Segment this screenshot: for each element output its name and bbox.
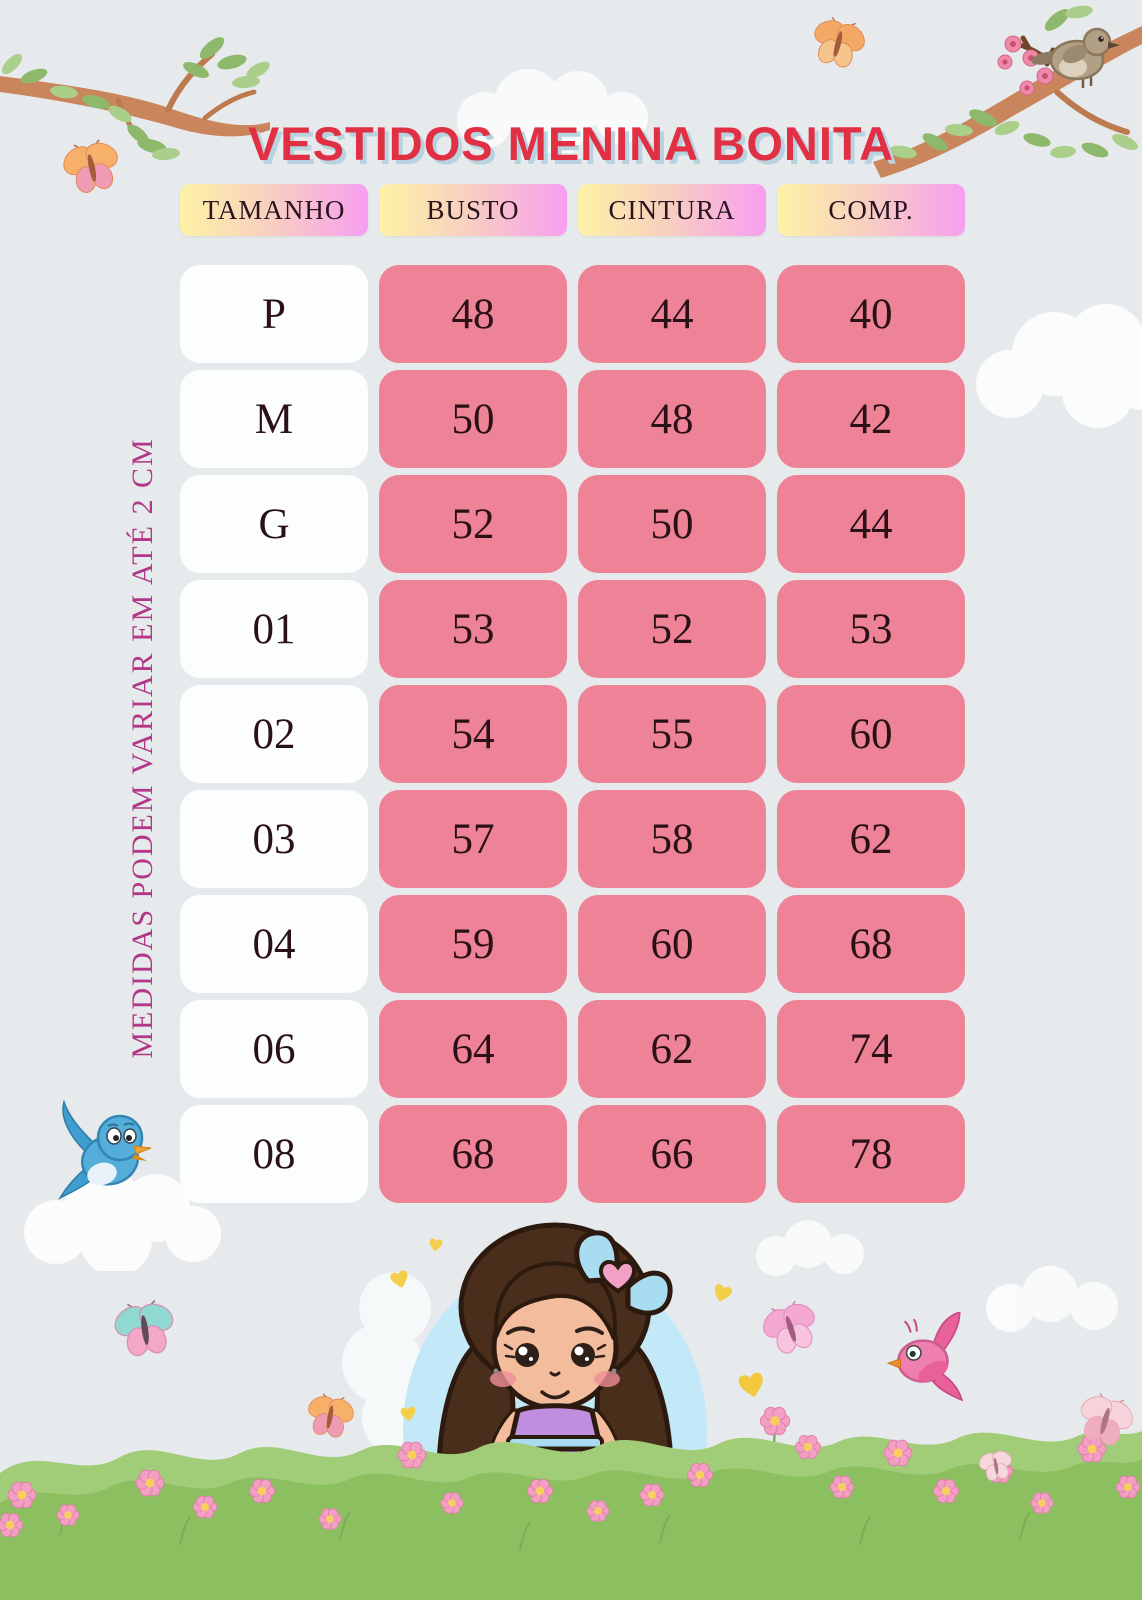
heart-icon bbox=[714, 1284, 732, 1302]
heart-icon bbox=[429, 1238, 443, 1252]
cintura-cell: 55 bbox=[578, 685, 766, 783]
butterfly-icon bbox=[308, 1393, 354, 1438]
size-cell: 04 bbox=[180, 895, 368, 993]
size-cell: G bbox=[180, 475, 368, 573]
busto-cell: 52 bbox=[379, 475, 567, 573]
cintura-cell: 58 bbox=[578, 790, 766, 888]
cintura-cell: 52 bbox=[578, 580, 766, 678]
comp-cell: 68 bbox=[777, 895, 965, 993]
cintura-cell: 50 bbox=[578, 475, 766, 573]
comp-cell: 60 bbox=[777, 685, 965, 783]
grass-flowers bbox=[0, 1406, 1142, 1600]
size-cell: M bbox=[180, 370, 368, 468]
butterfly-icon bbox=[1080, 1392, 1133, 1446]
busto-cell: 68 bbox=[379, 1105, 567, 1203]
size-cell: 06 bbox=[180, 1000, 368, 1098]
comp-cell: 42 bbox=[777, 370, 965, 468]
comp-cell: 40 bbox=[777, 265, 965, 363]
cloud-icon bbox=[976, 304, 1142, 428]
comp-cell: 74 bbox=[777, 1000, 965, 1098]
busto-cell: 64 bbox=[379, 1000, 567, 1098]
comp-cell: 78 bbox=[777, 1105, 965, 1203]
perched-bird-icon bbox=[1031, 27, 1120, 88]
busto-cell: 57 bbox=[379, 790, 567, 888]
cloud-icon bbox=[342, 1272, 438, 1456]
busto-cell: 54 bbox=[379, 685, 567, 783]
heart-icon bbox=[400, 1406, 416, 1422]
page-title: VESTIDOS MENINA BONITA bbox=[247, 117, 895, 170]
heart-icon bbox=[738, 1372, 763, 1397]
butterfly-icon bbox=[978, 1450, 1012, 1481]
heart-icon bbox=[390, 1270, 408, 1288]
size-cell: 02 bbox=[180, 685, 368, 783]
busto-cell: 59 bbox=[379, 895, 567, 993]
col-header-busto: BUSTO bbox=[379, 184, 567, 236]
cintura-cell: 48 bbox=[578, 370, 766, 468]
size-cell: P bbox=[180, 265, 368, 363]
butterfly-icon bbox=[114, 1299, 174, 1357]
cintura-cell: 60 bbox=[578, 895, 766, 993]
col-header-comp: COMP. bbox=[777, 184, 965, 236]
measurements-note: MEDIDAS PODEM VARIAR EM ATÉ 2 CM bbox=[126, 437, 159, 1059]
col-header-tamanho: TAMANHO bbox=[180, 184, 368, 236]
bluebird-icon bbox=[58, 1099, 152, 1200]
cloud-icon bbox=[986, 1266, 1118, 1332]
blossom-icon bbox=[997, 35, 1054, 96]
pink-bird-icon bbox=[886, 1312, 963, 1402]
comp-cell: 44 bbox=[777, 475, 965, 573]
busto-cell: 50 bbox=[379, 370, 567, 468]
cintura-cell: 66 bbox=[578, 1105, 766, 1203]
size-cell: 08 bbox=[180, 1105, 368, 1203]
cintura-cell: 62 bbox=[578, 1000, 766, 1098]
busto-cell: 53 bbox=[379, 580, 567, 678]
butterfly-icon bbox=[763, 1300, 815, 1354]
comp-cell: 62 bbox=[777, 790, 965, 888]
table-header-row: TAMANHO BUSTO CINTURA COMP. bbox=[180, 184, 965, 236]
comp-cell: 53 bbox=[777, 580, 965, 678]
col-header-cintura: CINTURA bbox=[578, 184, 766, 236]
cintura-cell: 44 bbox=[578, 265, 766, 363]
size-cell: 01 bbox=[180, 580, 368, 678]
busto-cell: 48 bbox=[379, 265, 567, 363]
flower-icon bbox=[0, 1406, 1141, 1538]
size-cell: 03 bbox=[180, 790, 368, 888]
hair-bow-icon bbox=[574, 1230, 673, 1316]
girl-illustration bbox=[403, 1222, 707, 1595]
cloud-icon bbox=[756, 1220, 864, 1276]
butterfly-icon bbox=[814, 17, 865, 68]
size-table: P 48 44 40 M 50 48 42 G 52 50 44 01 53 5… bbox=[180, 265, 965, 1203]
